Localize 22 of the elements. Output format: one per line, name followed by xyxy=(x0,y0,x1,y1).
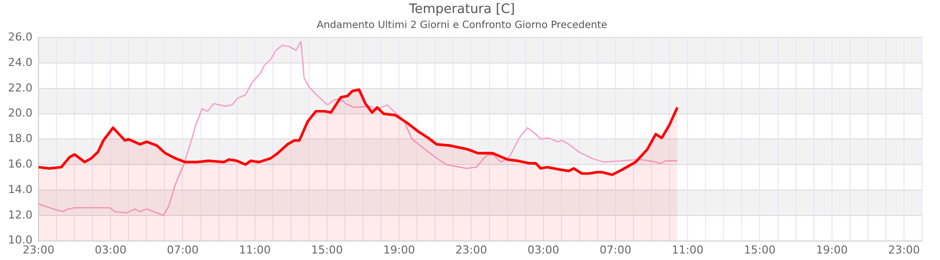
x-tick-label: 15:00 xyxy=(311,243,343,256)
y-tick-label: 20.0 xyxy=(8,106,32,120)
x-tick-label: 11:00 xyxy=(239,243,271,256)
x-tick-label: 11:00 xyxy=(672,243,704,256)
chart-subtitle: Andamento Ultimi 2 Giorni e Confronto Giorno Precedente xyxy=(316,20,608,32)
y-tick-label: 18.0 xyxy=(8,132,32,146)
y-tick-label: 26.0 xyxy=(8,30,32,44)
x-tick-label: 03:00 xyxy=(94,243,126,256)
x-tick-label: 15:00 xyxy=(744,243,776,256)
y-tick-label: 16.0 xyxy=(8,157,32,170)
y-tick-label: 12.0 xyxy=(8,208,32,222)
y-tick-label: 14.0 xyxy=(8,182,32,196)
y-tick-label: 22.0 xyxy=(8,81,32,94)
x-tick-label: 03:00 xyxy=(528,243,560,256)
x-tick-label: 07:00 xyxy=(600,243,632,256)
y-tick-label: 24.0 xyxy=(8,56,32,69)
x-tick-label: 07:00 xyxy=(166,243,199,256)
x-tick-label: 19:00 xyxy=(383,243,415,256)
x-tick-label: 23:00 xyxy=(455,243,488,256)
chart-title: Temperatura [C] xyxy=(408,2,515,18)
x-tick-label: 23:00 xyxy=(888,243,920,256)
x-tick-label: 19:00 xyxy=(816,243,848,256)
